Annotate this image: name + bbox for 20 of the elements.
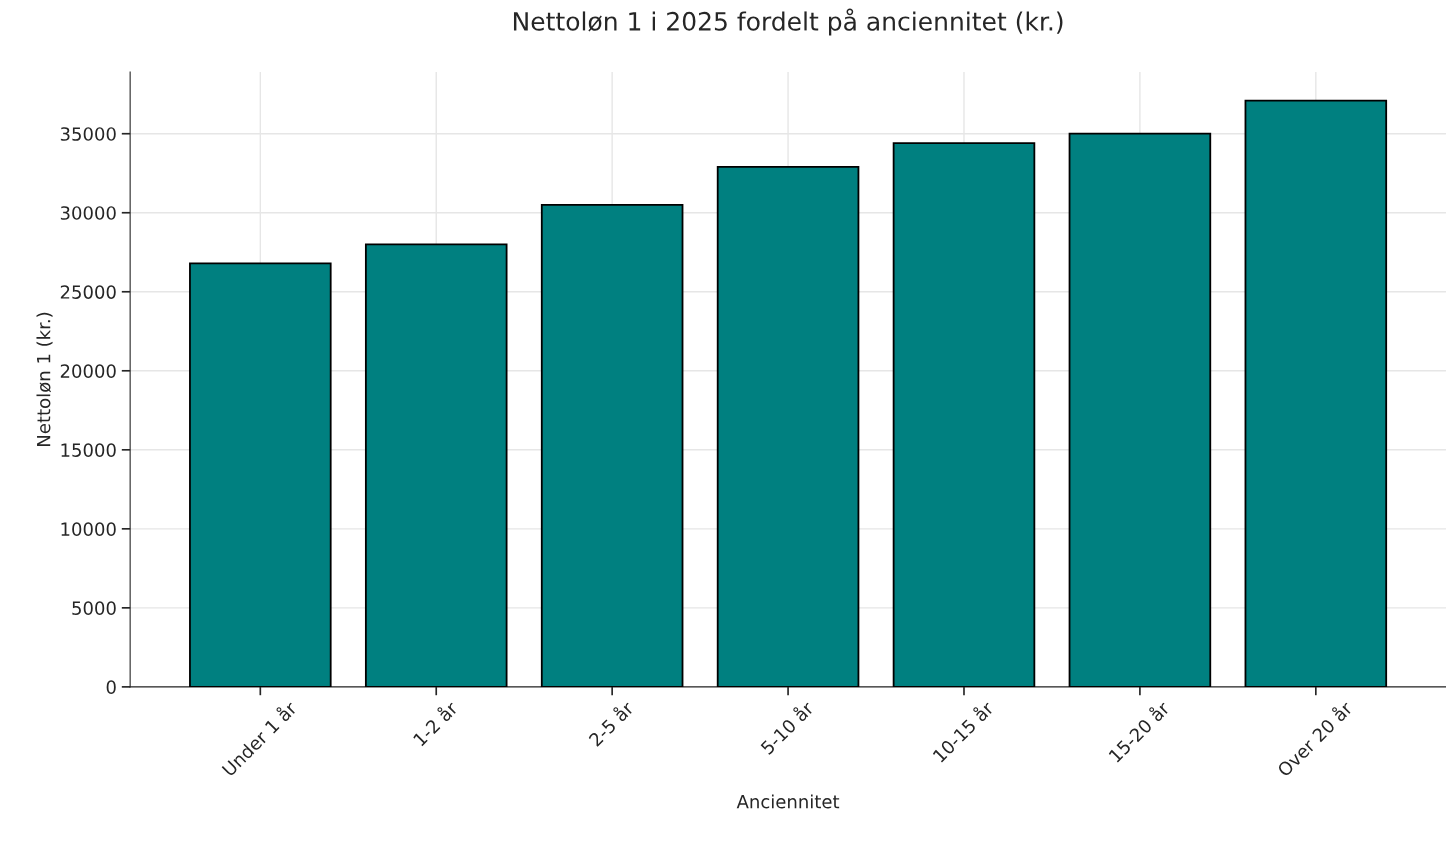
chart-title: Nettoløn 1 i 2025 fordelt på anciennitet (kr.) [513,8,1063,36]
y-tick-label: 5000 [72,601,116,615]
y-tick-label: 25000 [60,285,116,299]
x-axis-title: Anciennitet [736,794,840,809]
y-tick-label: 10000 [61,522,116,536]
y-tick-label: 0 [106,680,116,694]
y-tick-label: 35000 [60,127,116,141]
bar [540,203,684,687]
bar [189,262,332,687]
bar [716,166,860,687]
y-tick-label: 20000 [60,364,116,378]
y-axis-title: Nettoløn 1 (kr.) [36,312,53,446]
bar [1068,132,1212,687]
bar [1244,99,1388,687]
y-tick-label: 15000 [61,443,116,457]
y-tick-label: 30000 [60,206,116,220]
x-tick-label: 2-5 år [586,698,635,747]
bar [364,243,508,687]
x-tick-label: 1-2 år [410,698,459,747]
bar [892,142,1036,687]
